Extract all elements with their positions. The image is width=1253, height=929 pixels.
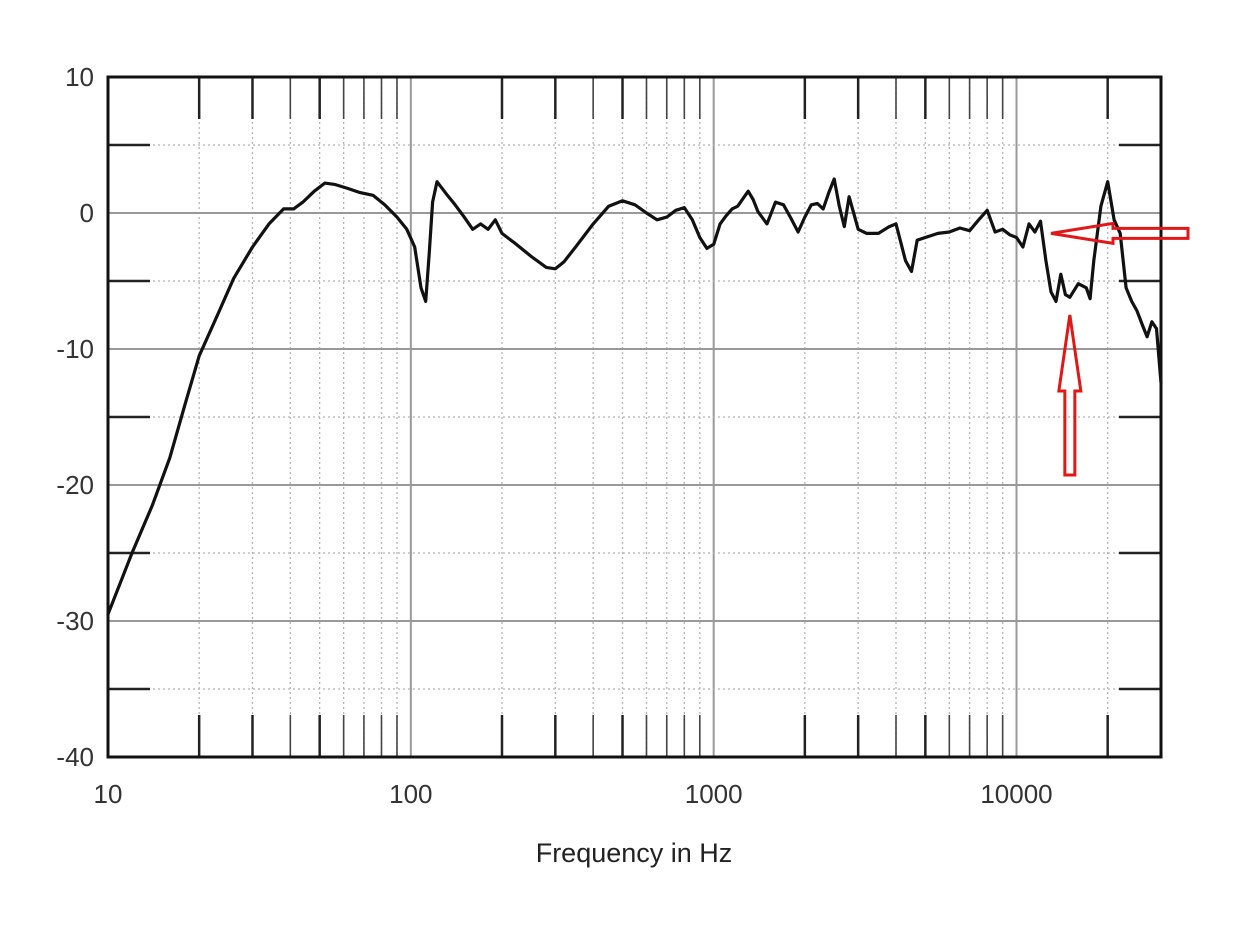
x-tick-label: 10000 [980, 779, 1052, 809]
annotation-arrow-left [1050, 221, 1190, 246]
y-tick-label: 10 [65, 62, 94, 92]
plot-frame [106, 75, 1163, 759]
axis-ticks [108, 77, 1161, 757]
series-layer [106, 177, 1163, 616]
series-line [106, 177, 1163, 616]
x-axis-title: Frequency in Hz [536, 838, 733, 868]
x-tick-label: 1000 [685, 779, 743, 809]
annotation-layer [1050, 221, 1190, 477]
x-tick-label: 100 [389, 779, 432, 809]
x-tick-label: 10 [94, 779, 123, 809]
y-tick-labels: 10 0 -10 -20 -30 -40 [56, 62, 94, 772]
y-tick-label: 0 [80, 198, 94, 228]
y-tick-label: -10 [56, 334, 94, 364]
y-tick-label: -40 [56, 742, 94, 772]
annotation-arrow-up [1057, 314, 1083, 477]
x-tick-labels: 10 100 1000 10000 [94, 779, 1053, 809]
y-tick-label: -30 [56, 606, 94, 636]
y-tick-label: -20 [56, 470, 94, 500]
plot-grid [108, 77, 1161, 757]
